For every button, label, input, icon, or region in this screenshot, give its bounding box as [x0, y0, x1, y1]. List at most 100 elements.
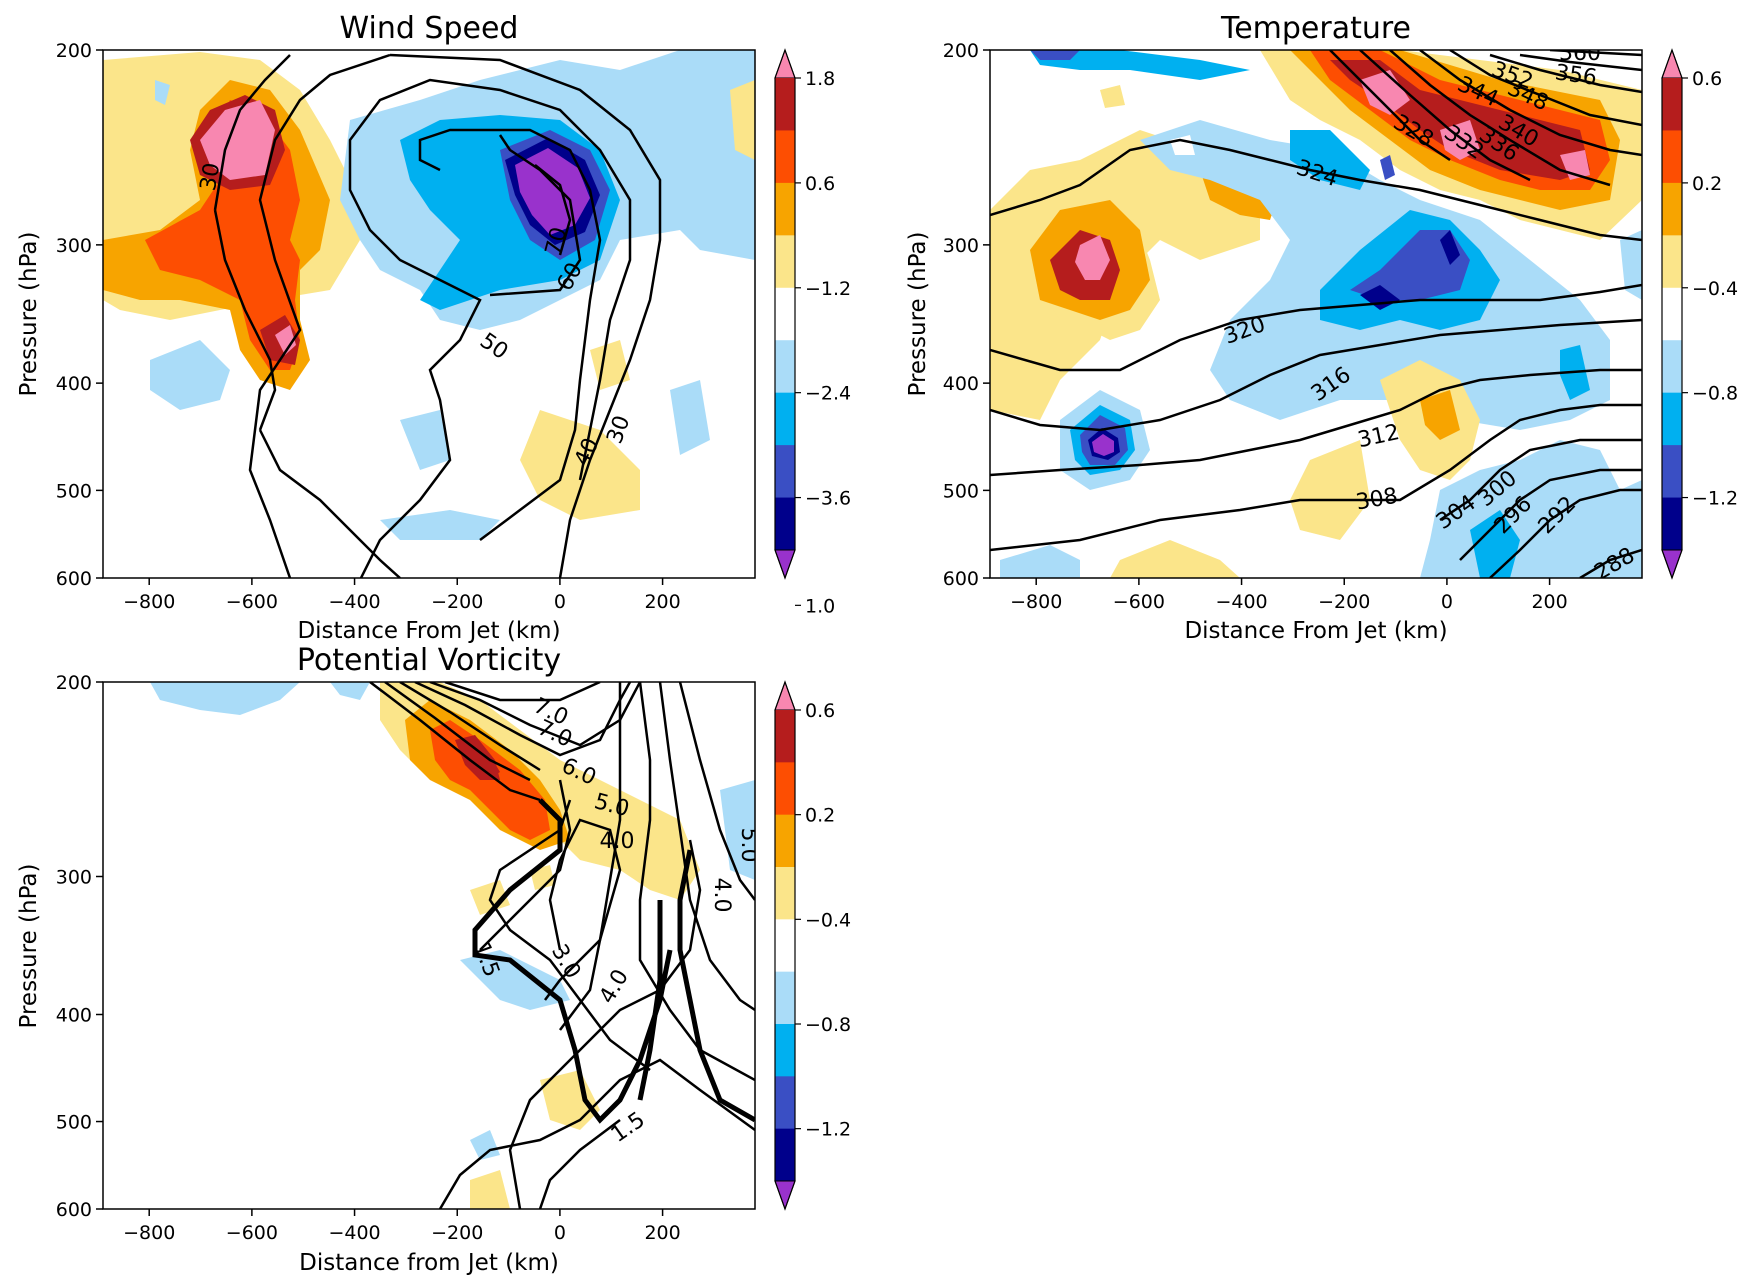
colorbar-swatch — [775, 392, 795, 446]
colorbar-swatch — [1662, 130, 1682, 184]
colorbar-swatch — [775, 1076, 795, 1130]
pv-anomaly-fill — [330, 682, 370, 700]
temperature-ylabel: Pressure (hPa) — [905, 232, 931, 397]
x-tick-label: −800 — [123, 1222, 175, 1244]
ws-contour — [418, 128, 602, 541]
x-tick-label: 0 — [554, 1222, 566, 1244]
wind-speed-title: Wind Speed — [340, 11, 519, 46]
potential-vorticity-ylabel: Pressure (hPa) — [16, 864, 42, 1029]
y-tick-label: 200 — [56, 40, 92, 62]
ws-contour — [248, 53, 391, 578]
y-tick-label: 400 — [56, 1005, 92, 1027]
pv-contour-label: 4.0 — [709, 878, 734, 913]
pv-anomaly-fill — [460, 950, 570, 1010]
colorbar-swatch — [775, 971, 795, 1025]
colorbar-label: −0.4 — [1692, 278, 1738, 300]
wind-speed-axes-frame — [102, 49, 756, 579]
pv-contour — [488, 799, 651, 1071]
colorbar-swatch — [1662, 78, 1682, 131]
wind-speed-y-ticks: 200 300 400 500 600 — [56, 40, 103, 590]
t-anomaly-fill — [1290, 440, 1370, 540]
t-contour — [990, 318, 1642, 432]
x-tick-label: −200 — [431, 591, 483, 613]
colorbar-swatch — [1662, 235, 1682, 289]
pv-contour-label: 4.0 — [600, 829, 635, 854]
x-tick-label: −400 — [328, 591, 380, 613]
ws-contour — [213, 54, 291, 211]
t-anomaly-fill — [1350, 230, 1470, 300]
colorbar-swatch — [775, 1024, 795, 1077]
t-contour — [1489, 488, 1642, 578]
colorbar-swatch — [1662, 445, 1682, 499]
potential-vorticity-xlabel: Distance from Jet (km) — [299, 1250, 559, 1276]
t-anomaly-fill — [1110, 540, 1240, 578]
pv-contour — [384, 682, 531, 782]
t-anomaly-fill — [1420, 390, 1460, 440]
potential-vorticity-x-ticks: −800 −600 −400 −200 0 200 — [123, 1209, 681, 1244]
t-contour — [990, 138, 1642, 242]
pv-contour — [508, 839, 702, 1209]
y-tick-label: 400 — [943, 373, 979, 395]
t-contour — [990, 283, 1642, 372]
pv-anomaly-fill — [475, 755, 500, 780]
potential-vorticity-axes-frame — [102, 681, 756, 1210]
pv-contour — [678, 682, 755, 901]
t-anomaly-fill — [1620, 230, 1642, 300]
pv-anomaly-fill — [470, 1130, 500, 1160]
potential-vorticity-field: 7.0 7.0 6.0 5.0 4.0 5.0 1.5 3.0 4.0 4.0 … — [103, 682, 761, 1209]
x-tick-label: 0 — [554, 591, 566, 613]
colorbar-swatch — [775, 445, 795, 499]
pv-contour — [638, 682, 755, 1082]
t-anomaly-fill — [1100, 85, 1125, 108]
colorbar-label: 0.6 — [805, 700, 835, 722]
y-tick-label: 200 — [943, 40, 979, 62]
colorbar-swatch — [775, 78, 795, 131]
pv-contour — [429, 682, 642, 747]
ws-anomaly-fill — [670, 380, 710, 455]
colorbar-swatch — [1662, 340, 1682, 394]
ws-contour — [489, 134, 582, 297]
t-contour — [1459, 468, 1642, 561]
potential-vorticity-panel: Potential Vorticity — [16, 595, 851, 1276]
wind-speed-field: 30 50 40 30 60 70 — [103, 50, 755, 578]
pv-contour — [544, 818, 622, 1001]
ws-contour — [534, 164, 572, 256]
pv-contour-thick — [677, 849, 755, 1123]
x-tick-label: −200 — [1318, 591, 1370, 613]
pv-contour — [444, 682, 601, 702]
pv-anomaly-fill — [150, 682, 300, 715]
potential-vorticity-title: Potential Vorticity — [297, 643, 561, 678]
t-contour — [990, 368, 1642, 477]
temperature-xlabel: Distance From Jet (km) — [1184, 618, 1447, 644]
colorbar-swatch — [775, 1128, 795, 1182]
pv-anomaly-fill — [470, 1170, 510, 1209]
pv-contour-label: 5.0 — [736, 828, 761, 863]
t-contour — [1579, 548, 1642, 578]
x-tick-label: 200 — [644, 1222, 680, 1244]
x-tick-label: −800 — [1010, 591, 1062, 613]
y-tick-label: 300 — [943, 235, 979, 257]
y-tick-label: 300 — [56, 235, 92, 257]
pv-contour — [559, 682, 622, 1031]
colorbar-extend-max — [1661, 48, 1683, 79]
colorbar-swatch — [1662, 497, 1682, 551]
t-anomaly-fill — [1380, 155, 1395, 180]
t-contour — [1329, 50, 1451, 162]
colorbar-label: 0.6 — [1692, 68, 1722, 90]
colorbar-swatch — [775, 814, 795, 868]
t-anomaly-fill — [1290, 130, 1370, 190]
colorbar-swatch — [775, 340, 795, 394]
temperature-axes-frame — [989, 49, 1643, 579]
pv-contour — [479, 779, 572, 951]
temperature-panel: Temperature — [905, 11, 1738, 644]
colorbar-swatch — [775, 497, 795, 551]
t-contour-label: 356 — [1553, 60, 1598, 91]
colorbar-label: −1.2 — [805, 278, 851, 300]
colorbar-label: −1.2 — [1692, 488, 1738, 510]
x-tick-label: −200 — [431, 1222, 483, 1244]
y-tick-label: 400 — [56, 373, 92, 395]
colorbar-extend-min — [774, 549, 796, 580]
t-anomaly-fill — [1440, 230, 1460, 265]
x-tick-label: 200 — [644, 591, 680, 613]
colorbar-outline — [774, 48, 796, 580]
